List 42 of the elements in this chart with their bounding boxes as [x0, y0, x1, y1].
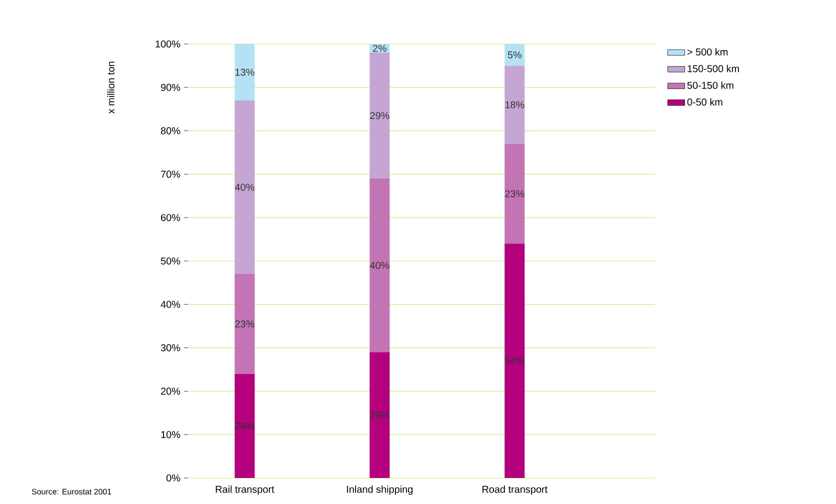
y-tick-label: 0% [166, 474, 180, 482]
bar [504, 144, 525, 244]
legend-label: 0-50 km [687, 98, 722, 106]
data-label: 2% [372, 44, 387, 52]
y-tick-label: 100% [156, 40, 180, 48]
legend-label: 150-500 km [688, 64, 739, 72]
x-tick-label: Rail transport [216, 486, 274, 495]
data-label: 18% [505, 101, 524, 108]
y-tick-label: 70% [161, 170, 180, 178]
bar [234, 44, 255, 100]
bar [370, 52, 390, 179]
x-tick-label: Inland shipping [347, 486, 413, 495]
bar [370, 352, 390, 478]
data-label: 24% [235, 422, 254, 430]
bar [234, 274, 255, 374]
data-label: 23% [505, 190, 524, 198]
y-tick-label: 20% [161, 388, 180, 395]
bar [234, 374, 255, 478]
data-label: 13% [235, 68, 254, 76]
data-label: 40% [234, 184, 254, 191]
bar [504, 66, 525, 144]
y-axis-title: x million ton [107, 62, 114, 114]
bar [504, 44, 525, 66]
legend-label: 50-150 km [687, 82, 734, 89]
y-tick-label: 90% [161, 84, 180, 91]
bar [504, 244, 525, 478]
y-tick-label: 40% [160, 300, 180, 308]
data-label: 23% [235, 320, 254, 328]
data-label: 54% [505, 357, 524, 364]
y-tick-label: 60% [161, 214, 180, 222]
bar [234, 100, 255, 274]
y-tick-label: 80% [160, 127, 180, 134]
data-label: 40% [370, 262, 390, 269]
y-tick-label: 30% [160, 344, 180, 352]
y-tick-label: 50% [160, 257, 180, 265]
data-label: 29% [370, 412, 390, 419]
y-tick-label: 10% [161, 431, 180, 438]
bar [370, 178, 390, 352]
data-label: 5% [508, 51, 522, 58]
x-tick-label: Road transport [482, 486, 548, 495]
data-label: 29% [370, 112, 390, 120]
legend-label: > 500 km [687, 48, 728, 56]
